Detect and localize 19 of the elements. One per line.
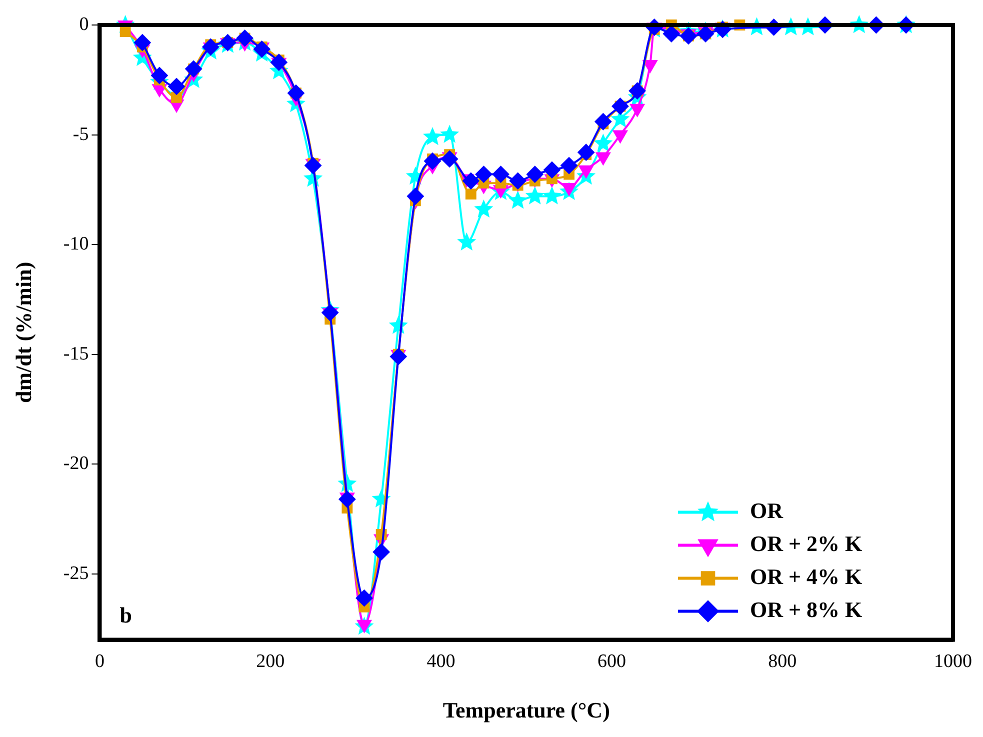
y-tick-label: -15 (63, 343, 89, 364)
y-tick-label: 0 (79, 14, 89, 35)
x-tick-label: 400 (426, 651, 456, 672)
x-tick-label: 0 (94, 651, 104, 672)
x-axis-title: Temperature (°C) (442, 697, 610, 722)
y-tick-label: -20 (63, 453, 89, 474)
y-tick-label: -10 (63, 234, 89, 255)
legend-label: OR + 4% K (750, 564, 862, 589)
x-tick-label: 600 (597, 651, 626, 672)
legend-label: OR (750, 498, 784, 523)
y-tick-label: -5 (72, 124, 89, 145)
annotation: b (120, 602, 132, 628)
legend-label: OR + 2% K (750, 530, 862, 556)
y-axis-title: dm/dt (%/min) (10, 262, 36, 403)
x-tick-label: 1000 (934, 651, 972, 672)
x-tick-label: 800 (768, 651, 797, 672)
y-tick-label: -25 (63, 562, 89, 584)
legend-label: OR + 8% K (750, 596, 862, 622)
x-tick-label: 200 (256, 651, 285, 672)
